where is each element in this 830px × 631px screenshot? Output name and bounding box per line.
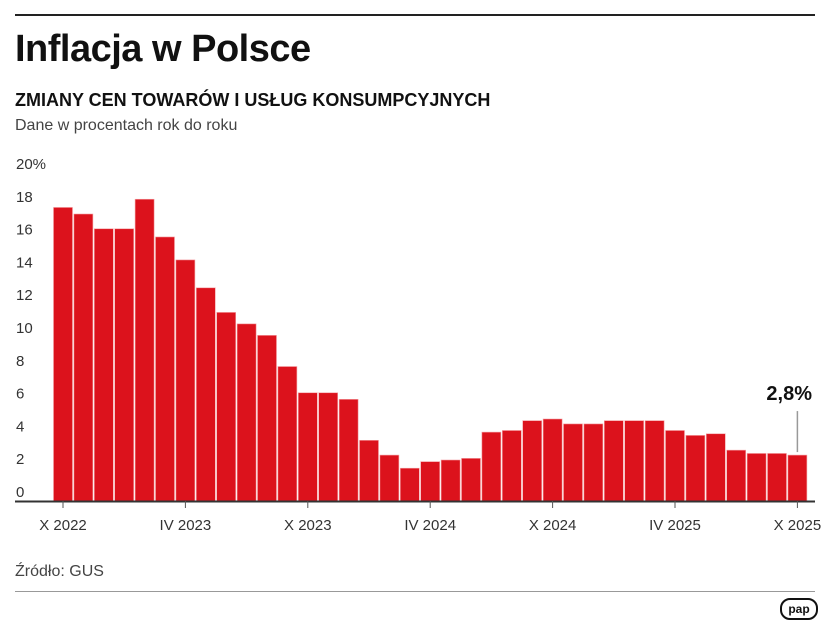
bar [501, 430, 522, 502]
annotation-label: 2,8% [766, 383, 812, 405]
bar [297, 392, 318, 502]
bar [685, 435, 706, 502]
bar [216, 312, 236, 502]
bar [399, 467, 420, 502]
source-label: Źródło: GUS [15, 563, 104, 580]
y-tick-label: 14 [16, 254, 33, 271]
bar [787, 454, 808, 502]
bar [134, 198, 155, 502]
y-tick-label: 12 [16, 287, 33, 304]
bar [440, 459, 461, 502]
bar [155, 236, 175, 502]
bar [705, 433, 726, 502]
bar [359, 440, 379, 502]
y-tick-label: 4 [16, 418, 24, 435]
bar [583, 423, 604, 502]
bar [277, 366, 298, 502]
bar [257, 335, 277, 502]
bar [318, 392, 339, 502]
bar [114, 228, 134, 502]
bar [338, 399, 359, 502]
bar [624, 420, 645, 502]
y-tick-label: 0 [16, 484, 24, 501]
bar [236, 323, 257, 502]
x-tick-label: X 2025 [774, 517, 822, 534]
x-tick-label: IV 2025 [649, 517, 701, 534]
bar [522, 420, 543, 502]
bar [542, 418, 563, 502]
bar [665, 430, 685, 502]
chart-subtitle: ZMIANY CEN TOWARÓW I USŁUG KONSUMPCYJNYC… [15, 90, 491, 110]
bottom-rule [15, 591, 815, 592]
bar [379, 454, 400, 502]
bar [461, 458, 481, 502]
bar [175, 259, 196, 502]
chart-title: Inflacja w Polsce [15, 28, 311, 70]
bar [196, 287, 216, 502]
bar [603, 420, 624, 502]
bar [644, 420, 665, 502]
y-tick-label: 18 [16, 189, 33, 206]
bar [726, 449, 747, 502]
pap-logo: pap [780, 598, 818, 620]
x-tick-label: X 2023 [284, 517, 332, 534]
x-tick-label: X 2024 [529, 517, 577, 534]
bar [563, 423, 583, 502]
y-tick-label: 6 [16, 386, 24, 403]
bar [420, 461, 441, 502]
chart-note: Dane w procentach rok do roku [15, 117, 238, 134]
bar [73, 213, 94, 502]
y-tick-label: 2 [16, 451, 24, 468]
top-rule [15, 14, 815, 16]
bar [94, 228, 114, 502]
bar [481, 431, 502, 502]
bar [746, 453, 767, 502]
y-tick-label: 8 [16, 353, 24, 370]
x-tick-label: IV 2023 [160, 517, 212, 534]
bar [53, 207, 73, 502]
x-tick-label: IV 2024 [404, 517, 456, 534]
y-tick-label: 16 [16, 222, 33, 239]
x-tick-label: X 2022 [39, 517, 87, 534]
bar [767, 453, 787, 502]
y-tick-label: 20% [16, 156, 46, 173]
y-tick-label: 10 [16, 320, 33, 337]
